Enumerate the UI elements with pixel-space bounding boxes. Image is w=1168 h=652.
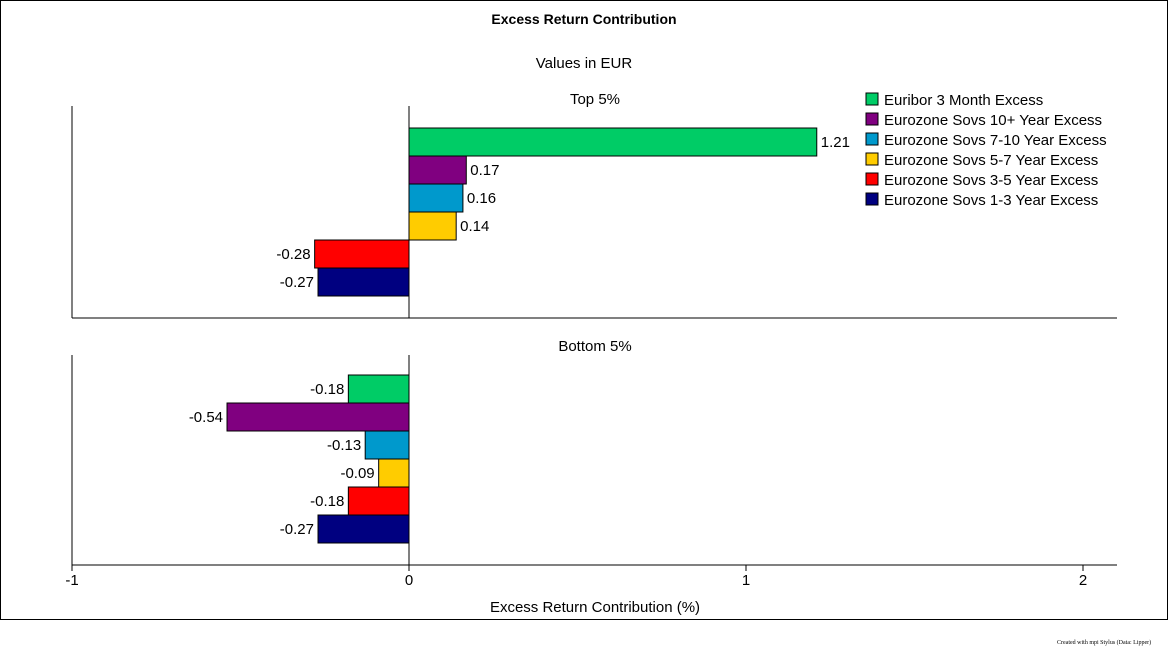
bar — [347, 374, 410, 404]
data-label: -0.18 — [310, 381, 344, 398]
bar — [408, 127, 818, 157]
data-label: -0.09 — [340, 465, 374, 482]
data-label: -0.54 — [189, 409, 223, 426]
bar — [378, 458, 410, 488]
legend-label: Eurozone Sovs 5-7 Year Excess — [884, 152, 1098, 169]
x-tick-label: -1 — [65, 572, 78, 589]
legend-swatch — [865, 112, 879, 126]
panel-title: Bottom 5% — [558, 338, 631, 355]
x-axis-label: Excess Return Contribution (%) — [490, 599, 700, 616]
data-label: -0.13 — [327, 437, 361, 454]
legend-label: Eurozone Sovs 10+ Year Excess — [884, 112, 1102, 129]
panel-title: Top 5% — [570, 91, 620, 108]
x-tick-label: 2 — [1079, 572, 1087, 589]
x-tick-label: 0 — [405, 572, 413, 589]
credit-text: Created with mpi Stylus (Data: Lipper) — [1057, 640, 1152, 646]
chart-title: Excess Return Contribution — [491, 11, 676, 27]
legend-label: Eurozone Sovs 1-3 Year Excess — [884, 192, 1098, 209]
legend-swatch — [865, 192, 879, 206]
panel-bottom: Bottom 5% -0.18 -0.54 -0.13 -0.09 -0.18 -0.27 — [71, 338, 1117, 566]
legend-item: Eurozone Sovs 7-10 Year Excess — [865, 132, 1107, 149]
data-label: 0.17 — [470, 162, 499, 179]
bar — [314, 239, 410, 269]
legend-swatch — [865, 132, 879, 146]
x-tick-label: 1 — [742, 572, 750, 589]
x-axis: -1 0 1 2 — [65, 565, 1087, 589]
legend-swatch — [865, 92, 879, 106]
bar — [226, 402, 410, 432]
legend-item: Eurozone Sovs 10+ Year Excess — [865, 112, 1102, 129]
legend-swatch — [865, 172, 879, 186]
bar — [347, 486, 410, 516]
data-label: 0.16 — [467, 190, 496, 207]
bar — [317, 514, 410, 544]
legend: Euribor 3 Month Excess Eurozone Sovs 10+ … — [865, 92, 1107, 209]
chart-subtitle: Values in EUR — [536, 55, 633, 72]
legend-item: Eurozone Sovs 5-7 Year Excess — [865, 152, 1098, 169]
bar — [364, 430, 410, 460]
data-label: -0.27 — [280, 274, 314, 291]
legend-label: Eurozone Sovs 3-5 Year Excess — [884, 172, 1098, 189]
data-label: -0.28 — [276, 246, 310, 263]
bar — [408, 211, 457, 241]
legend-item: Euribor 3 Month Excess — [865, 92, 1043, 109]
data-label: 1.21 — [821, 134, 850, 151]
bar — [408, 155, 467, 185]
data-label: 0.14 — [460, 218, 489, 235]
legend-item: Eurozone Sovs 3-5 Year Excess — [865, 172, 1098, 189]
legend-label: Eurozone Sovs 7-10 Year Excess — [884, 132, 1107, 149]
data-label: -0.27 — [280, 521, 314, 538]
bar — [408, 183, 464, 213]
legend-item: Eurozone Sovs 1-3 Year Excess — [865, 192, 1098, 209]
legend-label: Euribor 3 Month Excess — [884, 92, 1043, 109]
panel-top: Top 5% 1.21 0.17 0.16 0.14 -0.28 -0.27 — [71, 91, 1117, 319]
bar — [317, 267, 410, 297]
legend-swatch — [865, 152, 879, 166]
data-label: -0.18 — [310, 493, 344, 510]
